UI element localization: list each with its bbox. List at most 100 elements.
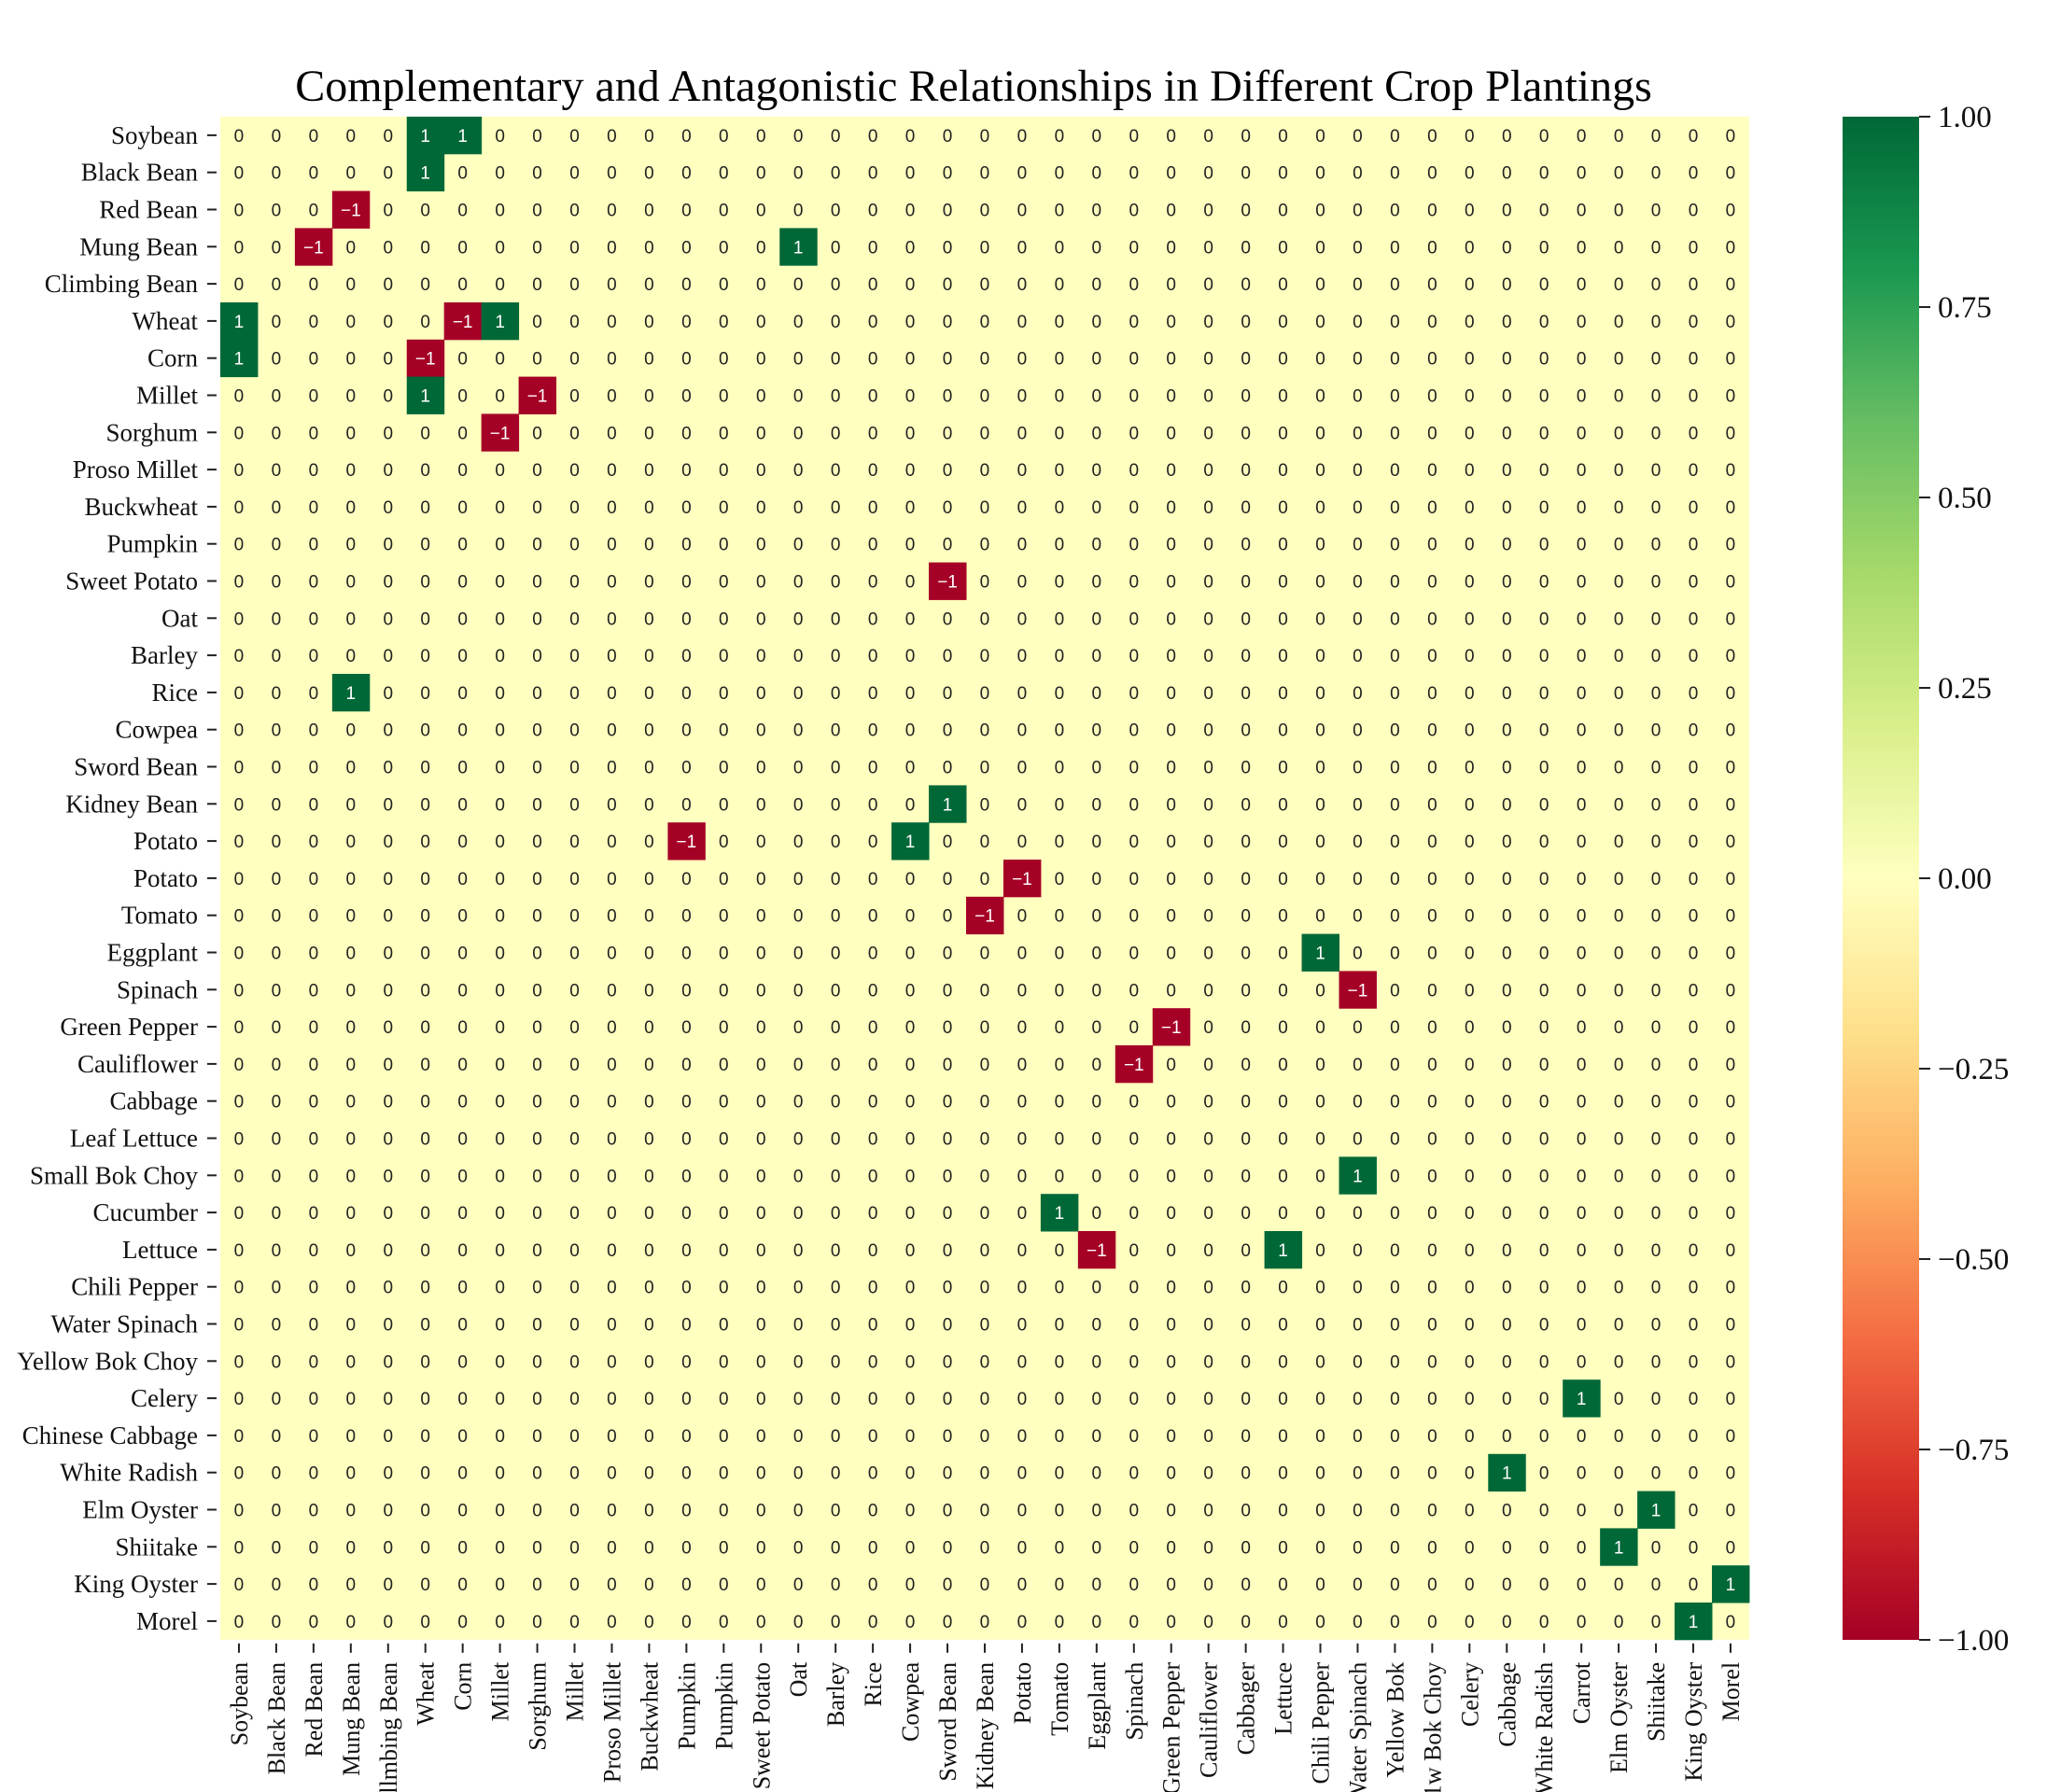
cell-value: 0	[1390, 202, 1400, 221]
cell-value: 0	[420, 238, 430, 258]
cell-value: 0	[868, 721, 878, 741]
cell-value: 0	[1539, 647, 1549, 666]
cell-value: 0	[681, 387, 692, 407]
cell-value: 0	[457, 795, 468, 815]
cell-value: 0	[1390, 350, 1400, 370]
cell-value: 0	[905, 1018, 916, 1038]
cell-value: 0	[309, 1167, 319, 1186]
cell-value: 0	[569, 275, 580, 295]
row-label: Yellow Bok Choy	[17, 1347, 198, 1375]
cell-value: 0	[607, 609, 617, 629]
cell-value: 0	[495, 498, 505, 518]
cell-value: 0	[719, 1352, 729, 1372]
cell-value: 0	[943, 1056, 953, 1075]
cell-value: 0	[1689, 1502, 1699, 1521]
cell-value: 0	[495, 684, 505, 704]
col-label: Cabbage	[1493, 1662, 1521, 1747]
cell-value: 0	[644, 1018, 654, 1038]
cell-value: 0	[681, 1352, 692, 1372]
cell-value: 0	[1353, 945, 1363, 964]
cell-value: 0	[868, 498, 878, 518]
cell-value: 0	[1092, 721, 1102, 741]
row-label: Potato	[133, 827, 198, 855]
cell-value: 0	[831, 1241, 841, 1261]
cell-value: 1	[1689, 1613, 1699, 1632]
cell-value: 0	[905, 795, 916, 815]
cell-value: 0	[1129, 498, 1139, 518]
cell-value: 0	[905, 1204, 916, 1224]
cell-value: 0	[1614, 536, 1624, 555]
cell-value: 0	[1203, 1130, 1213, 1150]
cell-value: 0	[420, 1056, 430, 1075]
cell-value: 0	[1017, 759, 1028, 778]
cell-value: 0	[272, 573, 282, 593]
cell-value: 0	[234, 1390, 245, 1409]
cell-value: 0	[1427, 1538, 1437, 1558]
cell-value: 0	[420, 1093, 430, 1113]
cell-value: 0	[346, 573, 357, 593]
cell-value: 0	[1465, 1279, 1475, 1298]
cell-value: 0	[495, 350, 505, 370]
cell-value: 0	[532, 536, 542, 555]
cell-value: 0	[272, 1204, 282, 1224]
cell-value: 1	[420, 164, 430, 184]
cell-value: 0	[868, 1575, 878, 1595]
cell-value: 0	[346, 1130, 357, 1150]
cell-value: 0	[831, 981, 841, 1001]
cell-value: 0	[831, 1279, 841, 1298]
cell-value: 0	[1390, 907, 1400, 927]
cell-value: 0	[719, 1241, 729, 1261]
cell-value: 0	[495, 461, 505, 481]
cell-value: 0	[943, 461, 953, 481]
cell-value: 0	[1129, 721, 1139, 741]
cell-value: 0	[831, 536, 841, 555]
cell-value: 0	[1726, 1279, 1736, 1298]
cell-value: 0	[1689, 759, 1699, 778]
cell-value: 0	[1278, 387, 1288, 407]
cell-value: 0	[793, 684, 804, 704]
cell-value: 0	[1017, 1130, 1028, 1150]
cell-value: 0	[383, 313, 393, 332]
cell-value: 0	[495, 945, 505, 964]
cell-value: 0	[905, 498, 916, 518]
cell-value: 0	[1539, 573, 1549, 593]
cell-value: 0	[1017, 721, 1028, 741]
cell-value: 0	[1390, 238, 1400, 258]
cell-value: 0	[346, 164, 357, 184]
cell-value: 0	[793, 1538, 804, 1558]
cell-value: 0	[346, 127, 357, 147]
cell-value: 0	[1092, 164, 1102, 184]
cell-value: 0	[1614, 127, 1624, 147]
col-label: Lettuce	[1270, 1662, 1297, 1735]
cell-value: 0	[1502, 573, 1512, 593]
cell-value: 0	[1092, 1279, 1102, 1298]
cell-value: 0	[868, 609, 878, 629]
cell-value: 0	[309, 1018, 319, 1038]
cell-value: 0	[905, 721, 916, 741]
cell-value: 0	[1539, 795, 1549, 815]
cell-value: 0	[943, 759, 953, 778]
cell-value: 0	[943, 1538, 953, 1558]
cell-value: 0	[1129, 573, 1139, 593]
cell-value: 0	[719, 870, 729, 889]
cell-value: 0	[1017, 1056, 1028, 1075]
cell-value: 0	[234, 945, 245, 964]
cell-value: 0	[1166, 945, 1176, 964]
cell-value: 0	[532, 313, 542, 332]
cell-value: 0	[234, 1427, 245, 1447]
cell-value: 0	[719, 536, 729, 555]
cell-value: 0	[457, 609, 468, 629]
cell-value: 1	[1726, 1575, 1736, 1595]
cell-value: 0	[1203, 1279, 1213, 1298]
cell-value: 0	[1651, 1130, 1661, 1150]
cell-value: 0	[607, 461, 617, 481]
cell-value: 0	[1614, 461, 1624, 481]
row-label: Sorghum	[105, 418, 198, 446]
cell-value: 0	[607, 1018, 617, 1038]
cell-value: 0	[1577, 313, 1587, 332]
cell-value: −1	[937, 573, 958, 593]
cell-value: 0	[1651, 536, 1661, 555]
cell-value: 0	[1577, 127, 1587, 147]
cell-value: 0	[569, 1502, 580, 1521]
cell-value: 0	[1726, 945, 1736, 964]
